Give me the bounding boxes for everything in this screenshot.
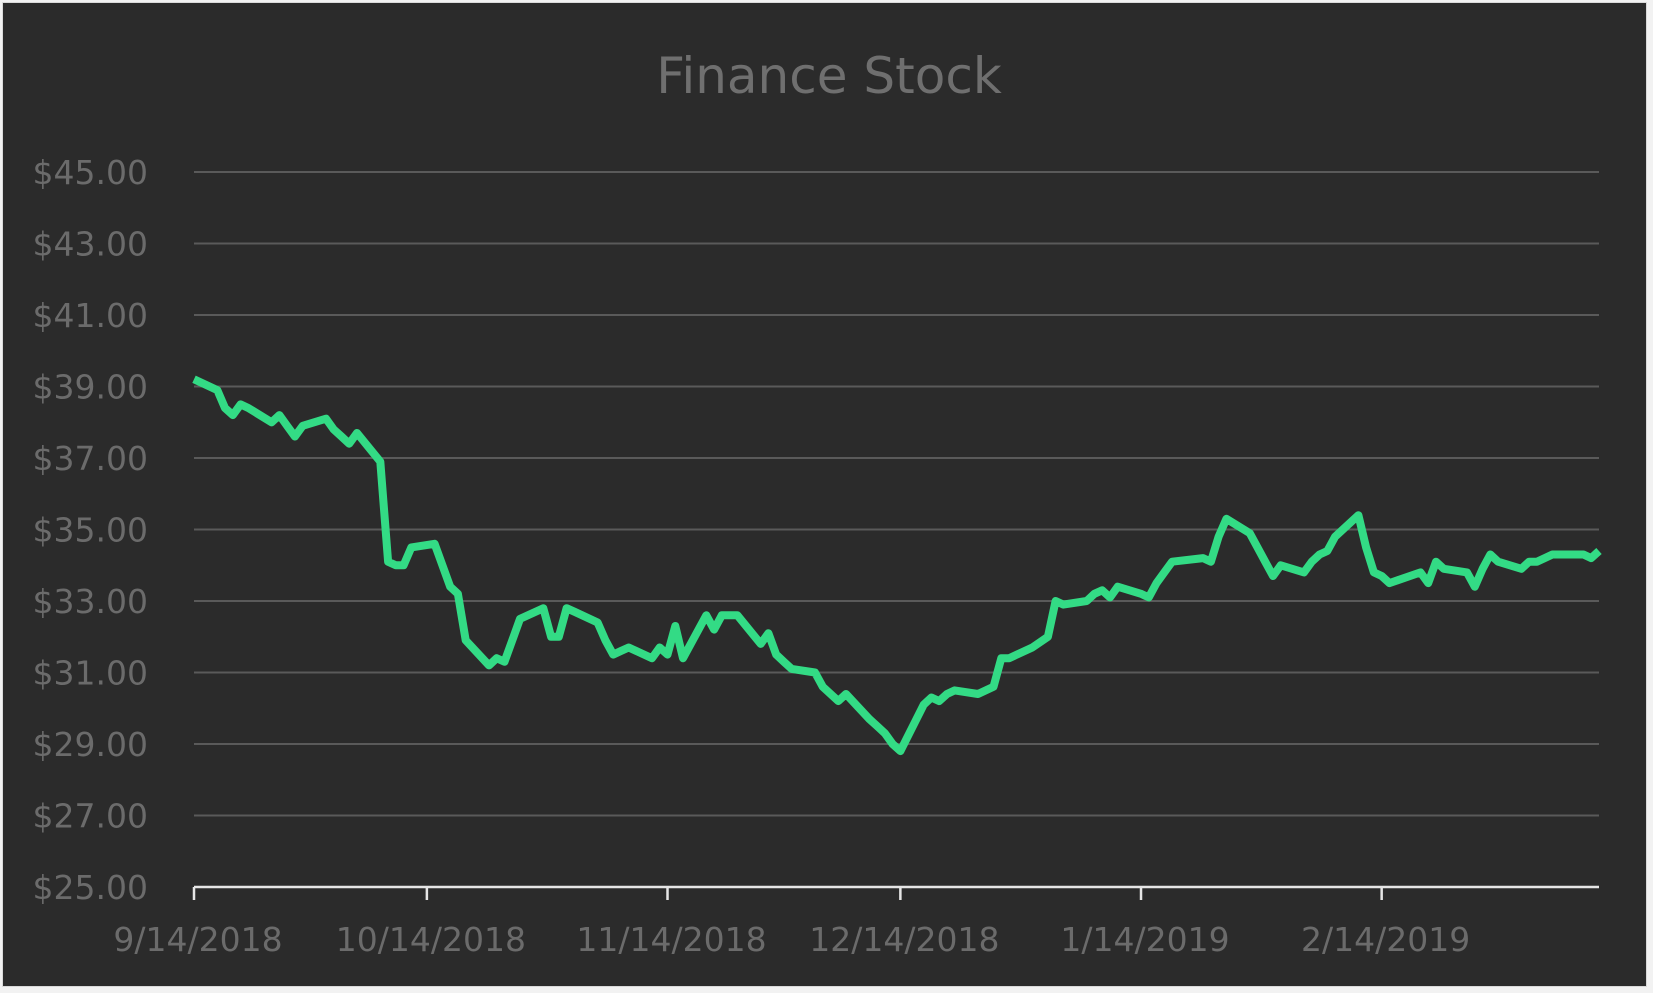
x-tick-label: 1/14/2019 [1060,920,1229,959]
chart-title: Finance Stock [656,47,1002,105]
y-tick-label: $41.00 [33,296,148,335]
line-chart: Finance Stock $25.00 $27.00 $29.00 $31.00 $3… [33,47,1602,959]
x-tick-label: 10/14/2018 [336,920,526,959]
y-tick-label: $31.00 [33,654,148,693]
x-tick-label: 2/14/2019 [1301,920,1470,959]
y-tick-label: $39.00 [33,368,148,407]
y-tick-label: $29.00 [33,725,148,764]
y-tick-label: $43.00 [33,225,148,264]
series-layer [192,375,1602,756]
x-axis-ticks: 9/14/2018 10/14/2018 11/14/2018 12/14/2018 1… [113,887,1470,959]
series-line [192,375,1602,756]
y-tick-label: $27.00 [33,797,148,836]
y-tick-label: $33.00 [33,582,148,621]
gridlines [194,171,1599,817]
x-tick-label: 11/14/2018 [576,920,766,959]
y-tick-label: $25.00 [33,868,148,907]
x-tick-label: 9/14/2018 [113,920,282,959]
y-tick-label: $37.00 [33,439,148,478]
y-tick-label: $45.00 [33,153,148,192]
y-axis-ticks: $25.00 $27.00 $29.00 $31.00 $33.00 $35.00 $37.… [33,153,148,907]
y-tick-label: $35.00 [33,511,148,550]
x-tick-label: 12/14/2018 [809,920,999,959]
